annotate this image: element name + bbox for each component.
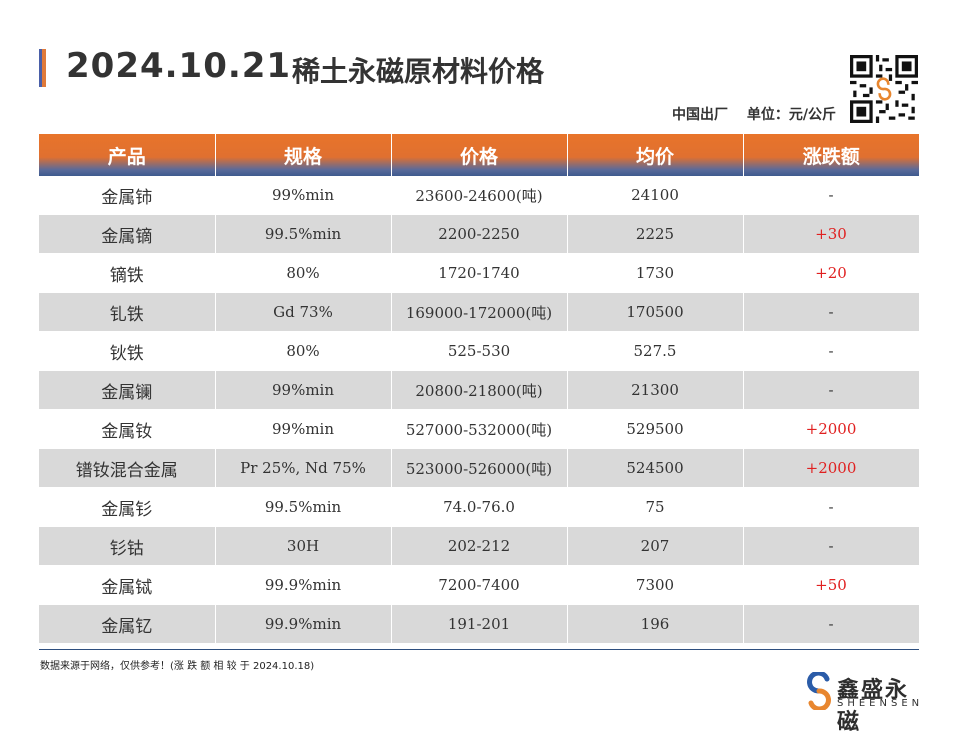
cell-product: 金属钇	[39, 604, 216, 644]
cell-spec: Pr 25%, Nd 75%	[215, 448, 392, 488]
page-title: 稀土永磁原材料价格	[292, 55, 545, 88]
cell-product: 金属镝	[39, 214, 216, 254]
cell-product: 镨钕混合金属	[39, 448, 216, 488]
cell-spec: 99%min	[215, 176, 392, 215]
cell-product: 金属钐	[39, 487, 216, 527]
cell-avg: 524500	[567, 448, 744, 488]
cell-price: 191-201	[391, 604, 568, 644]
cell-product: 金属铽	[39, 565, 216, 605]
cell-price: 523000-526000(吨)	[391, 448, 568, 488]
cell-spec: 99.9%min	[215, 565, 392, 605]
table-row: 镨钕混合金属 Pr 25%, Nd 75% 523000-526000(吨) 5…	[39, 448, 920, 488]
table-header-row: 产品 规格 价格 均价 涨跌额	[39, 134, 919, 176]
cell-change: +20	[743, 253, 920, 293]
cell-product: 镝铁	[39, 253, 216, 293]
cell-change: -	[743, 604, 920, 644]
cell-product: 钆铁	[39, 292, 216, 332]
table-row: 金属镧 99%min 20800-21800(吨) 21300 -	[39, 370, 920, 410]
table-row: 金属钐 99.5%min 74.0-76.0 75 -	[39, 487, 920, 527]
report-date: 2024.10.21	[66, 46, 292, 86]
cell-change: -	[743, 176, 920, 215]
cell-product: 金属铈	[39, 176, 216, 215]
cell-price: 2200-2250	[391, 214, 568, 254]
table-row: 金属铈 99%min 23600-24600(吨) 24100 -	[39, 176, 920, 215]
cell-spec: Gd 73%	[215, 292, 392, 332]
cell-spec: 80%	[215, 331, 392, 371]
table-row: 钐钴 30H 202-212 207 -	[39, 526, 920, 566]
cell-avg: 207	[567, 526, 744, 566]
column-header-price: 价格	[391, 134, 568, 176]
table-row: 金属镝 99.5%min 2200-2250 2225 +30	[39, 214, 920, 254]
table-row: 金属钇 99.9%min 191-201 196 -	[39, 604, 920, 644]
cell-avg: 196	[567, 604, 744, 644]
table-row: 金属钕 99%min 527000-532000(吨) 529500 +2000	[39, 409, 920, 449]
cell-avg: 7300	[567, 565, 744, 605]
cell-change: -	[743, 487, 920, 527]
column-header-spec: 规格	[215, 134, 392, 176]
cell-change: -	[743, 331, 920, 371]
cell-avg: 2225	[567, 214, 744, 254]
cell-product: 金属钕	[39, 409, 216, 449]
cell-price: 7200-7400	[391, 565, 568, 605]
cell-change: +30	[743, 214, 920, 254]
logo-s-mark-icon	[807, 672, 831, 710]
table-row: 镝铁 80% 1720-1740 1730 +20	[39, 253, 920, 293]
cell-change: -	[743, 292, 920, 332]
unit-label: 单位：元/公斤	[746, 107, 836, 123]
price-table: 产品 规格 价格 均价 涨跌额 金属铈 99%min 23600-24600(吨…	[39, 134, 920, 644]
title-accent-bar	[39, 49, 46, 87]
cell-price: 527000-532000(吨)	[391, 409, 568, 449]
column-header-avg: 均价	[567, 134, 744, 176]
company-logo: 鑫盛永磁 SHEENSEN	[805, 670, 925, 735]
cell-spec: 99.9%min	[215, 604, 392, 644]
cell-change: +2000	[743, 448, 920, 488]
cell-spec: 99.5%min	[215, 487, 392, 527]
qr-code-icon	[850, 55, 918, 123]
cell-spec: 99.5%min	[215, 214, 392, 254]
cell-price: 202-212	[391, 526, 568, 566]
cell-price: 1720-1740	[391, 253, 568, 293]
cell-change: +50	[743, 565, 920, 605]
cell-price: 525-530	[391, 331, 568, 371]
cell-avg: 529500	[567, 409, 744, 449]
cell-price: 23600-24600(吨)	[391, 176, 568, 215]
column-header-change: 涨跌额	[743, 134, 919, 176]
cell-change: -	[743, 370, 920, 410]
cell-price: 169000-172000(吨)	[391, 292, 568, 332]
footnote: 数据来源于网络，仅供参考！(涨 跌 额 相 较 于 2024.10.18)	[40, 661, 315, 672]
table-bottom-rule	[39, 649, 919, 650]
origin-label: 中国出厂	[672, 107, 728, 123]
cell-price: 74.0-76.0	[391, 487, 568, 527]
cell-price: 20800-21800(吨)	[391, 370, 568, 410]
cell-avg: 21300	[567, 370, 744, 410]
cell-spec: 99%min	[215, 370, 392, 410]
logo-name-en: SHEENSEN	[837, 698, 924, 709]
cell-spec: 99%min	[215, 409, 392, 449]
cell-avg: 527.5	[567, 331, 744, 371]
cell-avg: 1730	[567, 253, 744, 293]
cell-product: 金属镧	[39, 370, 216, 410]
unit-line: 中国出厂 单位：元/公斤	[658, 104, 836, 124]
cell-change: -	[743, 526, 920, 566]
cell-product: 钐钴	[39, 526, 216, 566]
cell-spec: 30H	[215, 526, 392, 566]
cell-avg: 75	[567, 487, 744, 527]
table-row: 金属铽 99.9%min 7200-7400 7300 +50	[39, 565, 920, 605]
cell-spec: 80%	[215, 253, 392, 293]
column-header-product: 产品	[39, 134, 216, 176]
table-row: 钬铁 80% 525-530 527.5 -	[39, 331, 920, 371]
cell-avg: 24100	[567, 176, 744, 215]
cell-avg: 170500	[567, 292, 744, 332]
cell-change: +2000	[743, 409, 920, 449]
table-row: 钆铁 Gd 73% 169000-172000(吨) 170500 -	[39, 292, 920, 332]
cell-product: 钬铁	[39, 331, 216, 371]
